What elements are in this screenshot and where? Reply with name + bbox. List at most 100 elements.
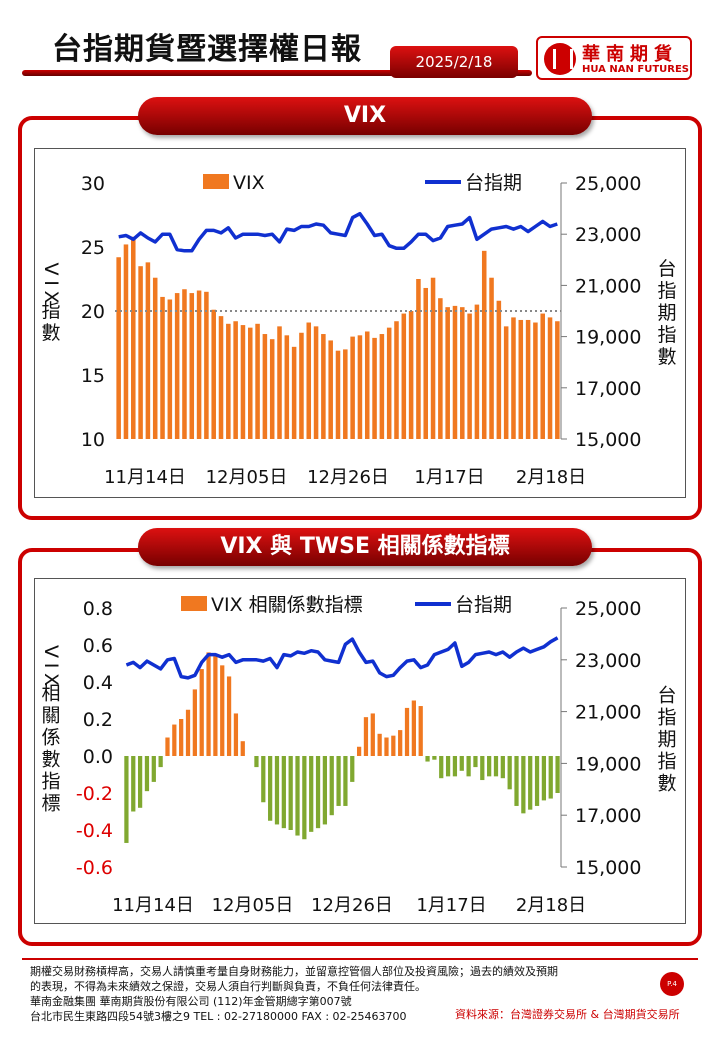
bar (268, 756, 273, 821)
right-axis-tick: 15,000 (575, 857, 641, 879)
x-axis-tick: 1月17日 (414, 467, 484, 488)
bar (131, 236, 136, 439)
bar (474, 304, 480, 439)
correlation-panel-title: VIX 與 TWSE 相關係數指標 (138, 528, 592, 566)
logo-text-en: HUA NAN FUTURES (582, 64, 689, 75)
vix-panel-title: VIX (138, 97, 592, 135)
bar (445, 756, 451, 777)
right-axis-label-char: 指 (657, 751, 676, 773)
bar (467, 313, 472, 439)
bar (430, 277, 436, 439)
line-series (125, 636, 559, 680)
left-axis-tick: -0.6 (76, 857, 113, 879)
left-axis-tick: 0.0 (83, 746, 113, 768)
bar (233, 713, 239, 756)
bar (124, 756, 129, 843)
bar (534, 756, 540, 806)
bar (500, 756, 505, 779)
left-axis-label-char: V (40, 645, 62, 658)
right-axis-tick: 17,000 (575, 805, 641, 827)
left-axis-tick: 30 (81, 173, 105, 195)
company-license: 華南金融集團 華南期貨股份有限公司 (112)年金管期總字第007號 (30, 995, 352, 1008)
bar (226, 323, 231, 439)
bar (211, 309, 216, 439)
bar (357, 335, 363, 439)
left-axis-label-char: I (40, 663, 62, 669)
left-axis-label-char: V (40, 263, 62, 276)
bar (518, 319, 524, 439)
bar (233, 321, 238, 439)
right-axis-tick: 19,000 (575, 327, 641, 349)
bar (138, 266, 143, 439)
bar (309, 756, 314, 832)
bar (481, 250, 487, 439)
bar (521, 756, 526, 814)
x-axis-tick: 11月14日 (112, 895, 194, 916)
bar (507, 756, 512, 790)
bar (496, 300, 502, 439)
company-address: 台北市民生東路四段54號3樓之9 TEL : 02-27180000 FAX :… (30, 1010, 407, 1023)
bar (329, 756, 334, 816)
disclaimer-line-2: 的表現，不得為未來績效之保證，交易人須自行判斷與負責，不負任何法律責任。 (30, 980, 426, 993)
bar (218, 316, 224, 439)
right-axis-label-char: 指 (657, 324, 676, 346)
left-axis-label-char: 係 (41, 727, 60, 749)
bar (514, 756, 519, 806)
bar (192, 689, 197, 756)
bar (489, 277, 494, 439)
bar (189, 293, 195, 439)
bar (199, 669, 204, 756)
x-axis-tick: 12月05日 (206, 467, 288, 488)
bar (165, 737, 170, 756)
bar (144, 756, 150, 792)
left-axis-tick: 25 (81, 237, 105, 259)
bar (425, 756, 430, 762)
bar (379, 334, 385, 439)
bar (269, 339, 275, 439)
bar (167, 299, 173, 439)
bar (343, 349, 348, 439)
bar (328, 340, 333, 439)
left-axis-label-char: 相 (41, 683, 60, 705)
bar (487, 756, 492, 777)
bar (306, 322, 312, 439)
bar (394, 321, 399, 439)
bar (533, 322, 538, 439)
legend-swatch-bar (181, 596, 207, 611)
bar (213, 656, 218, 756)
logo-mark-icon (544, 43, 576, 75)
bar (151, 756, 156, 782)
left-axis-tick: 0.2 (83, 709, 113, 731)
right-axis-label-char: 台 (657, 685, 676, 707)
bar (179, 719, 184, 756)
left-axis-label-char: 指 (41, 771, 60, 793)
right-axis-tick: 17,000 (575, 378, 641, 400)
bar (240, 325, 246, 439)
bar (131, 756, 136, 812)
left-axis-label-char: 關 (41, 705, 60, 727)
footer-disclaimer: 期權交易財務槓桿高，交易人請慎重考量自身財務能力，並留意控管個人部位及投資風險；… (30, 964, 558, 1024)
left-axis-tick: -0.4 (76, 820, 113, 842)
bar (525, 319, 531, 439)
bar (284, 335, 290, 439)
bar (335, 350, 341, 439)
bar (503, 326, 509, 439)
bar (247, 327, 253, 439)
bar (528, 756, 533, 810)
bar (261, 756, 266, 803)
right-axis-tick: 15,000 (575, 429, 641, 451)
x-axis-tick: 12月26日 (311, 895, 393, 916)
bar (459, 756, 464, 771)
bar (152, 277, 158, 439)
bar (336, 756, 341, 806)
bar (411, 700, 416, 756)
left-axis-tick: 15 (81, 365, 105, 387)
x-axis-tick: 12月05日 (212, 895, 294, 916)
left-axis-label-char: X (40, 290, 62, 303)
left-axis-label-char: X (40, 673, 62, 686)
bar (220, 665, 225, 756)
right-axis-label-char: 期 (657, 729, 676, 751)
bar (416, 279, 421, 439)
x-axis-tick: 2月18日 (516, 895, 586, 916)
left-axis-label-char: 數 (41, 749, 60, 771)
